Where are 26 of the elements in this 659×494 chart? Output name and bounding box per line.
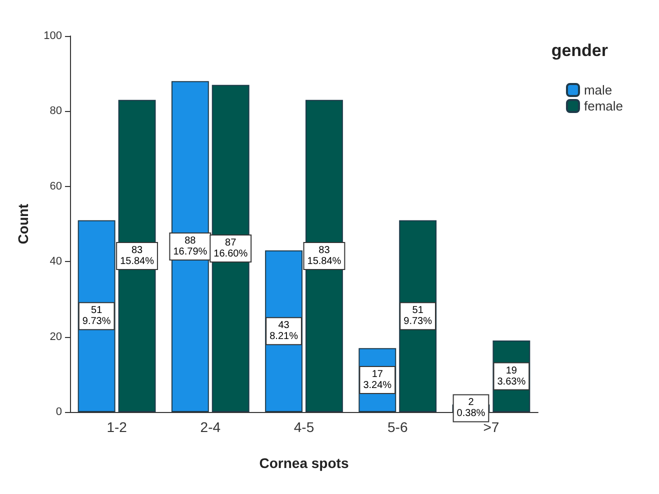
data-label: 88 16.79% <box>173 236 208 258</box>
y-tick-label: 20 <box>50 330 62 343</box>
x-tick-label: 4-5 <box>294 419 314 435</box>
y-tick-label: 60 <box>50 180 62 192</box>
x-tick-label: >7 <box>483 419 500 435</box>
data-label: 51 9.73% <box>82 305 111 328</box>
data-label: 87 16.60% <box>214 237 248 260</box>
legend-label: female <box>584 98 624 114</box>
x-axis-title: Cornea spots <box>259 455 349 471</box>
x-tick-label: 1-2 <box>106 419 128 435</box>
data-label: 19 3.63% <box>497 365 526 388</box>
data-label: 83 15.84% <box>307 244 342 267</box>
data-label: 43 8.21% <box>270 320 298 342</box>
data-label: 83 15.84% <box>120 244 154 267</box>
legend-label: male <box>584 82 612 98</box>
y-tick-label: 0 <box>56 406 62 418</box>
data-label: 17 3.24% <box>363 369 392 392</box>
x-tick-label: 2-4 <box>200 419 221 435</box>
y-tick-label: 40 <box>50 256 62 268</box>
y-tick-label: 100 <box>44 30 62 42</box>
legend-title: gender <box>551 41 608 60</box>
data-label: 2 0.38% <box>456 397 486 420</box>
y-tick-label: 80 <box>50 105 62 118</box>
x-tick-label: 5-6 <box>387 419 408 435</box>
data-label: 51 9.73% <box>404 305 432 328</box>
y-axis-title: Count <box>15 203 31 244</box>
